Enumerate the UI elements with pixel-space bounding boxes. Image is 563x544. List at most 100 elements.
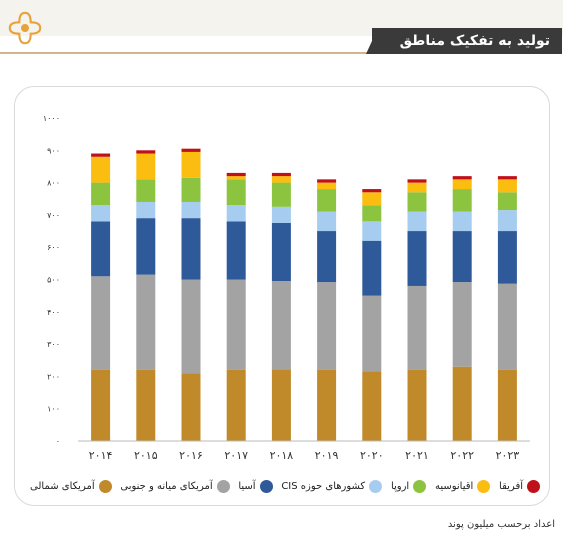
bar-segment: [91, 153, 111, 157]
page-title: تولید به تفکیک مناطق: [372, 28, 562, 54]
bar-segment: [136, 150, 156, 154]
bar-segment: [91, 221, 111, 277]
bar-segment: [271, 281, 291, 370]
bar-segment: [497, 210, 517, 232]
bar-segment: [452, 366, 472, 441]
bar-segment: [226, 172, 246, 177]
x-tick-label: ۲۰۱۴: [89, 449, 113, 462]
bar-segment: [271, 172, 291, 177]
bar-segment: [362, 192, 382, 206]
legend-label: آفریقا: [499, 480, 523, 492]
bar-segment: [91, 182, 111, 206]
bar-segment: [181, 201, 201, 219]
bar-segment: [317, 189, 337, 212]
x-tick-label: ۲۰۲۲: [450, 449, 474, 462]
bar-segment: [226, 279, 246, 370]
legend-item: آمریکای شمالی: [30, 479, 112, 493]
y-tick-label: ۱۰۰۰: [43, 114, 60, 123]
y-tick-label: ۸۰۰: [47, 179, 60, 188]
bar-segment: [271, 369, 291, 441]
bar-segment: [407, 179, 427, 183]
bar-segment: [407, 211, 427, 232]
x-tick-label: ۲۰۱۷: [224, 449, 248, 462]
bar-segment: [407, 369, 427, 441]
bar-segment: [362, 240, 382, 296]
legend-swatch: [216, 479, 230, 493]
bar-segment: [271, 206, 291, 223]
legend-item: اقیانوسیه: [434, 479, 491, 493]
bar-segment: [226, 176, 246, 180]
bar-segment: [497, 283, 517, 370]
x-tick-label: ۲۰۲۰: [360, 449, 384, 462]
bar-segment: [362, 189, 382, 193]
bar-segment: [181, 148, 201, 152]
bar-segment: [452, 231, 472, 283]
bar-segment: [497, 179, 517, 193]
bar-segment: [226, 205, 246, 222]
legend-label: آمریکای شمالی: [30, 480, 95, 492]
bar-segment: [407, 192, 427, 212]
y-tick-label: ۷۰۰: [47, 211, 60, 220]
y-tick-label: ۳۰۰: [47, 340, 60, 349]
y-tick-label: ۰: [56, 437, 60, 446]
bar-segment: [452, 189, 472, 212]
bar-segment: [407, 285, 427, 370]
legend-label: اروپا: [390, 480, 410, 492]
bar-segment: [362, 295, 382, 372]
legend-swatch: [98, 479, 112, 493]
bar-segment: [497, 369, 517, 441]
legend-swatch: [369, 479, 383, 493]
legend-item: آمریکای میانه و جنوبی: [120, 479, 230, 493]
legend-swatch: [413, 479, 427, 493]
y-tick-label: ۱۰۰: [47, 405, 60, 414]
y-tick-label: ۴۰۰: [47, 308, 60, 317]
bar-segment: [317, 179, 337, 183]
bar-segment: [181, 151, 201, 178]
bar-segment: [452, 211, 472, 232]
quatrefoil-logo-icon: [8, 11, 42, 45]
bar-segment: [317, 182, 337, 190]
legend-label: آسیا: [238, 480, 256, 492]
legend-swatch: [527, 479, 540, 493]
bar-segment: [317, 231, 337, 283]
legend-label: اقیانوسیه: [434, 480, 474, 492]
bar-segment: [497, 231, 517, 284]
bar-segment: [136, 218, 156, 275]
bar-segment: [271, 222, 291, 282]
bar-segment: [452, 179, 472, 190]
y-tick-label: ۹۰۰: [47, 146, 60, 155]
bar-segment: [91, 205, 111, 222]
bar-segment: [91, 276, 111, 370]
bar-segment: [452, 176, 472, 180]
x-tick-label: ۲۰۱۹: [315, 449, 339, 462]
bar-segment: [362, 205, 382, 222]
bar-segment: [407, 231, 427, 286]
bar-segment: [362, 221, 382, 241]
bar-segment: [362, 371, 382, 441]
bar-segment: [136, 179, 156, 202]
bar-segment: [136, 201, 156, 219]
bar-segment: [497, 176, 517, 180]
y-tick-label: ۵۰۰: [47, 276, 60, 285]
x-tick-label: ۲۰۲۳: [496, 449, 520, 462]
chart-legend: آفریقا اقیانوسیه اروپا کشورهای حوزه CIS آسیا…: [30, 476, 540, 496]
legend-swatch: [477, 479, 491, 493]
legend-swatch: [259, 479, 273, 493]
legend-item: کشورهای حوزه CIS: [281, 479, 383, 493]
x-tick-label: ۲۰۲۱: [405, 449, 429, 462]
bar-segment: [407, 182, 427, 193]
bar-segment: [226, 369, 246, 441]
bar-segment: [181, 177, 201, 202]
bar-segment: [271, 176, 291, 183]
bar-segment: [136, 153, 156, 180]
bar-segment: [317, 282, 337, 370]
y-tick-label: ۶۰۰: [47, 243, 60, 252]
bar-segment: [452, 282, 472, 367]
legend-label: کشورهای حوزه CIS: [281, 480, 366, 492]
bar-segment: [136, 369, 156, 441]
bar-segment: [317, 211, 337, 232]
legend-item: آفریقا: [499, 479, 540, 493]
legend-item: آسیا: [238, 479, 273, 493]
bar-segment: [136, 274, 156, 370]
